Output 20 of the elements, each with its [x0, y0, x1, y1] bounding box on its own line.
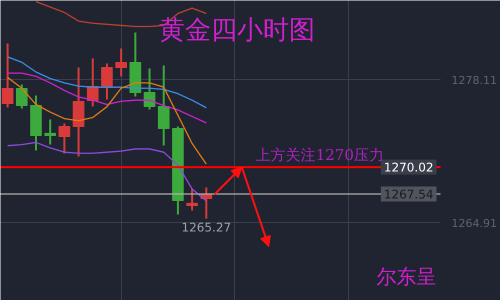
candlestick — [16, 83, 28, 110]
annotation: 1265.27 — [181, 220, 232, 235]
ref-line-label: 1270.02 — [384, 160, 434, 175]
line-series — [6, 142, 207, 202]
text: 黄金四小时图 — [158, 16, 315, 46]
candlestick — [101, 62, 113, 101]
ref-line-label: 1267.54 — [384, 188, 434, 202]
y-tick-label: 1264.91 — [452, 216, 497, 230]
candlestick — [58, 122, 70, 154]
annotation: 尔东呈 — [376, 264, 436, 288]
candlestick — [115, 47, 127, 78]
annotation: 上方关注1270压力 — [256, 146, 384, 164]
y-tick-label: 1278.11 — [452, 74, 497, 87]
candlestick — [44, 118, 56, 146]
candlestick — [2, 42, 14, 108]
candlestick — [158, 64, 170, 146]
candlestick — [144, 67, 156, 110]
line-series — [6, 76, 207, 165]
candlestick — [186, 187, 198, 212]
line-series — [6, 56, 207, 108]
